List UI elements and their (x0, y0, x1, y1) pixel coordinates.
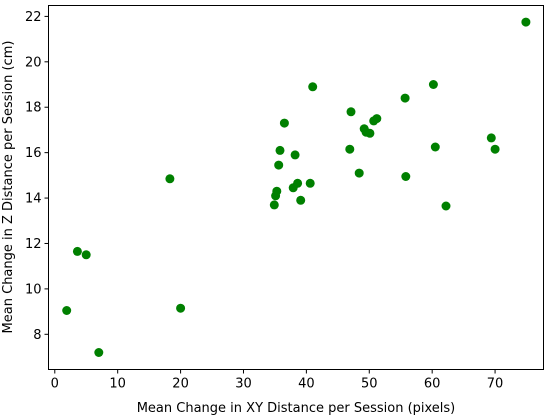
data-point-28 (428, 80, 438, 89)
y-tick-label-2: 12 (25, 237, 42, 252)
data-point-15 (296, 195, 306, 205)
data-point-19 (346, 107, 356, 117)
y-axis-label: Mean Change in Z Distance per Session (c… (1, 41, 16, 334)
data-point-30 (441, 201, 451, 211)
data-point-27 (401, 172, 411, 181)
data-point-33 (521, 17, 531, 27)
y-tick-label-3: 14 (25, 192, 42, 207)
x-axis-ticks: 0 10 20 30 40 50 60 70 (51, 369, 504, 392)
y-tick-label-5: 18 (25, 101, 42, 116)
data-point-23 (365, 128, 375, 138)
data-point-13 (290, 150, 300, 160)
data-point-3 (94, 348, 104, 357)
y-tick-label-1: 10 (25, 282, 42, 297)
data-point-18 (345, 144, 355, 154)
data-point-9 (274, 160, 284, 170)
data-point-31 (486, 133, 496, 143)
data-point-29 (430, 142, 440, 152)
x-tick-label-1: 10 (109, 377, 126, 392)
x-tick-label-3: 30 (235, 377, 252, 392)
data-points (62, 17, 531, 357)
data-point-20 (354, 168, 364, 178)
data-point-5 (176, 303, 186, 313)
data-point-8 (272, 186, 282, 196)
data-point-11 (279, 118, 289, 128)
y-axis-ticks: 8 10 12 14 16 18 20 22 (25, 10, 49, 343)
data-point-1 (72, 246, 82, 256)
data-point-10 (275, 145, 285, 155)
x-tick-label-2: 20 (172, 377, 189, 392)
data-point-17 (308, 82, 318, 92)
x-tick-label-0: 0 (51, 377, 59, 392)
y-tick-label-0: 8 (33, 328, 41, 343)
x-tick-label-5: 50 (361, 377, 378, 392)
y-tick-label-7: 22 (25, 10, 42, 25)
data-point-0 (62, 306, 72, 315)
data-point-25 (372, 114, 382, 124)
data-point-26 (400, 93, 410, 103)
data-point-2 (81, 250, 91, 260)
data-point-32 (490, 144, 500, 154)
x-tick-label-6: 60 (424, 377, 441, 392)
x-tick-label-4: 40 (298, 377, 315, 392)
x-tick-label-7: 70 (487, 377, 504, 392)
data-point-16 (305, 178, 315, 188)
y-tick-label-6: 20 (25, 55, 42, 70)
data-point-4 (165, 174, 175, 184)
x-axis-label: Mean Change in XY Distance per Session (… (137, 401, 456, 415)
y-tick-label-4: 16 (25, 146, 42, 161)
data-point-14 (293, 178, 303, 188)
data-point-6 (269, 200, 279, 210)
